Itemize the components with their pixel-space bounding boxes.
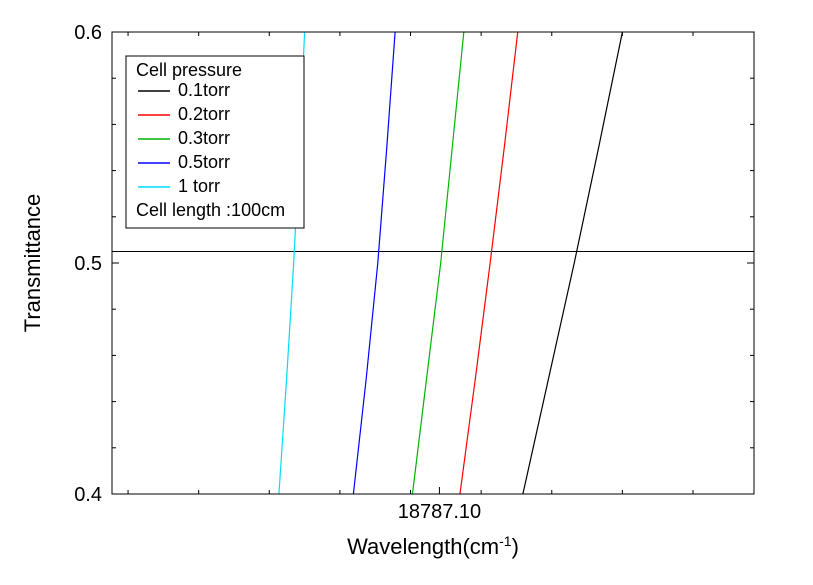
legend-footer: Cell length :100cm xyxy=(136,200,285,220)
y-axis-label: Transmittance xyxy=(20,194,45,333)
legend-item-label: 0.5torr xyxy=(178,152,230,172)
x-axis-label: Wavelength(cm-1) xyxy=(347,533,519,559)
legend-item-label: 1 torr xyxy=(178,176,220,196)
y-tick-label: 0.6 xyxy=(74,22,102,44)
legend-item-label: 0.3torr xyxy=(178,128,230,148)
legend-title: Cell pressure xyxy=(136,60,242,80)
chart-container: 0.4 0.5 0.6 18787.10 Wavelength(cm-1) Transmi… xyxy=(0,0,813,585)
legend-item-label: 0.1torr xyxy=(178,80,230,100)
y-tick-label: 0.5 xyxy=(74,253,102,275)
legend: Cell pressure0.1torr 0.2torr 0.3torr 0.5tor… xyxy=(126,56,304,228)
x-tick-label: 18787.10 xyxy=(398,501,481,523)
transmittance-chart: 0.4 0.5 0.6 18787.10 Wavelength(cm-1) Transmi… xyxy=(0,0,813,585)
y-tick-label: 0.4 xyxy=(74,484,102,506)
legend-item-label: 0.2torr xyxy=(178,104,230,124)
